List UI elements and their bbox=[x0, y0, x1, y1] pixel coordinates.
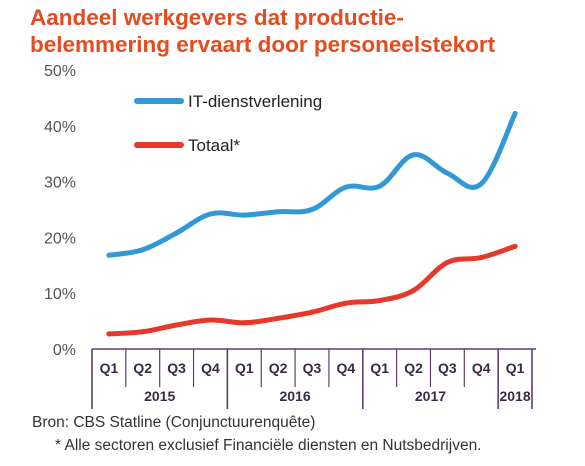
data-point-1 bbox=[140, 329, 146, 335]
y-tick-label: 0% bbox=[53, 342, 76, 359]
data-point-0 bbox=[444, 170, 450, 176]
x-tick-label: Q2 bbox=[133, 360, 152, 376]
x-tick-label: Q4 bbox=[201, 360, 220, 376]
x-tick-label: Q2 bbox=[404, 360, 423, 376]
legend-label: IT-dienstverlening bbox=[188, 92, 322, 111]
y-tick-label: 30% bbox=[44, 175, 76, 192]
data-point-1 bbox=[478, 254, 484, 260]
x-tick-label: Q2 bbox=[269, 360, 288, 376]
x-tick-label: Q4 bbox=[337, 360, 356, 376]
data-point-1 bbox=[512, 243, 518, 249]
chart-title-line-1: Aandeel werkgevers dat productie- bbox=[30, 5, 404, 30]
data-point-1 bbox=[343, 300, 349, 306]
data-point-1 bbox=[106, 331, 112, 337]
data-point-0 bbox=[309, 207, 315, 212]
data-point-0 bbox=[207, 211, 213, 217]
x-tick-label: Q1 bbox=[506, 360, 525, 376]
data-point-1 bbox=[377, 297, 383, 303]
data-point-0 bbox=[275, 209, 281, 215]
x-year-label: 2016 bbox=[279, 388, 310, 404]
y-tick-label: 10% bbox=[44, 286, 76, 303]
x-tick-label: Q4 bbox=[472, 360, 491, 376]
data-point-0 bbox=[343, 184, 349, 190]
series-line-0 bbox=[106, 111, 518, 258]
x-tick-label: Q1 bbox=[100, 360, 119, 376]
data-point-1 bbox=[174, 322, 180, 328]
y-tick-label: 50% bbox=[44, 63, 76, 80]
data-point-0 bbox=[512, 111, 518, 117]
data-point-1 bbox=[241, 320, 247, 326]
data-point-1 bbox=[207, 317, 213, 323]
data-point-0 bbox=[377, 183, 383, 189]
data-point-1 bbox=[309, 309, 315, 315]
y-tick-label: 40% bbox=[44, 119, 76, 136]
x-tick-label: Q3 bbox=[303, 360, 322, 376]
data-point-1 bbox=[444, 260, 450, 266]
data-point-0 bbox=[106, 252, 112, 258]
data-point-0 bbox=[140, 247, 146, 253]
x-year-label: 2017 bbox=[415, 388, 446, 404]
x-tick-label: Q3 bbox=[438, 360, 457, 376]
y-tick-label: 20% bbox=[44, 230, 76, 247]
x-year-label: 2015 bbox=[144, 388, 175, 404]
data-point-1 bbox=[275, 315, 281, 321]
x-tick-label: Q3 bbox=[167, 360, 186, 376]
chart-title: Aandeel werkgevers dat productie- belemm… bbox=[30, 4, 575, 58]
legend-label: Totaal* bbox=[188, 136, 240, 155]
data-point-0 bbox=[411, 152, 417, 158]
x-year-label: 2018 bbox=[499, 388, 530, 404]
x-tick-label: Q1 bbox=[235, 360, 254, 376]
chart-title-line-2: belemmering ervaart door personeelstekor… bbox=[30, 32, 496, 57]
x-tick-label: Q1 bbox=[370, 360, 389, 376]
data-point-0 bbox=[241, 212, 247, 218]
source-note: Bron: CBS Statline (Conjunctuurenquête) bbox=[32, 414, 316, 431]
data-point-0 bbox=[478, 181, 484, 187]
footnote: * Alle sectoren exclusief Financiële die… bbox=[55, 437, 482, 454]
series-line-1 bbox=[106, 243, 518, 337]
data-point-0 bbox=[174, 230, 180, 236]
data-point-1 bbox=[411, 287, 417, 293]
